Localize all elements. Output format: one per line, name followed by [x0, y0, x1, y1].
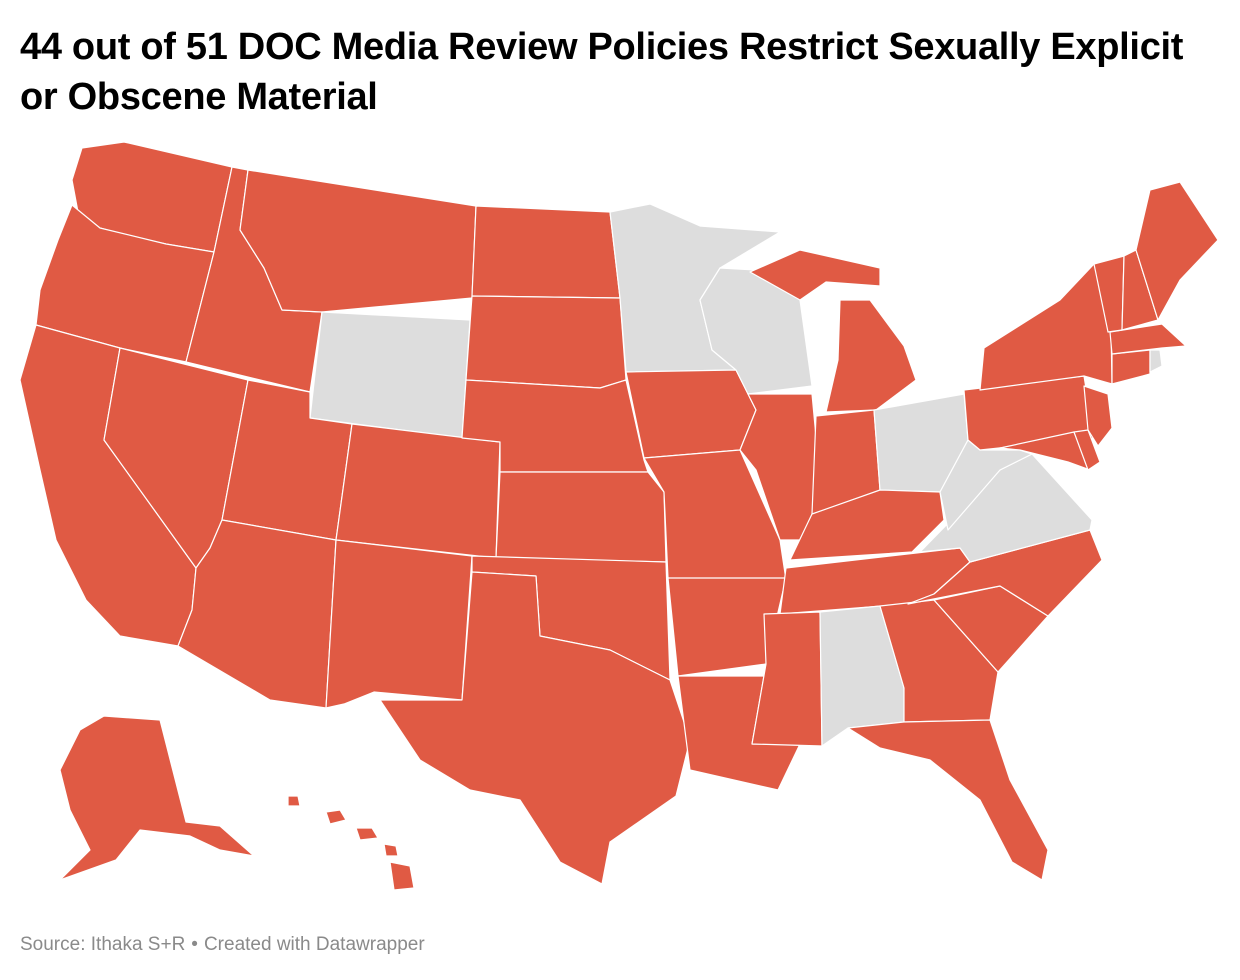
state-TX [379, 571, 691, 885]
state-CO [335, 423, 501, 559]
state-CT [1111, 349, 1151, 385]
state-RI [1149, 349, 1163, 373]
state-IL [739, 393, 821, 541]
state-SD [465, 295, 627, 389]
state-WY [309, 311, 471, 439]
state-KS [495, 471, 667, 563]
source-credit: Source: Ithaka S+R [20, 934, 186, 955]
state-NJ [1083, 385, 1113, 447]
state-IA [625, 369, 757, 459]
state-AK [59, 715, 255, 881]
state-NY [979, 263, 1113, 391]
state-MT [239, 169, 477, 313]
chart-footer: Source: Ithaka S+R • Created with Datawrap… [20, 934, 425, 956]
footer-separator: • [191, 934, 198, 955]
state-MS [751, 611, 823, 747]
state-NC [907, 529, 1103, 617]
state-DE [1073, 429, 1101, 471]
state-WI [699, 267, 813, 395]
state-MD [999, 431, 1091, 471]
chart-title: 44 out of 51 DOC Media Review Policies R… [20, 26, 1184, 118]
state-ME [1135, 181, 1219, 321]
state-FL [847, 719, 1049, 881]
state-NM [325, 539, 473, 709]
tool-credit: Created with Datawrapper [203, 934, 425, 955]
state-ND [471, 205, 621, 299]
state-KY [789, 489, 945, 561]
us-map [0, 130, 1240, 910]
state-MA [1109, 323, 1187, 355]
state-OR [35, 204, 215, 363]
state-MI [749, 249, 917, 413]
state-HI [287, 795, 415, 891]
